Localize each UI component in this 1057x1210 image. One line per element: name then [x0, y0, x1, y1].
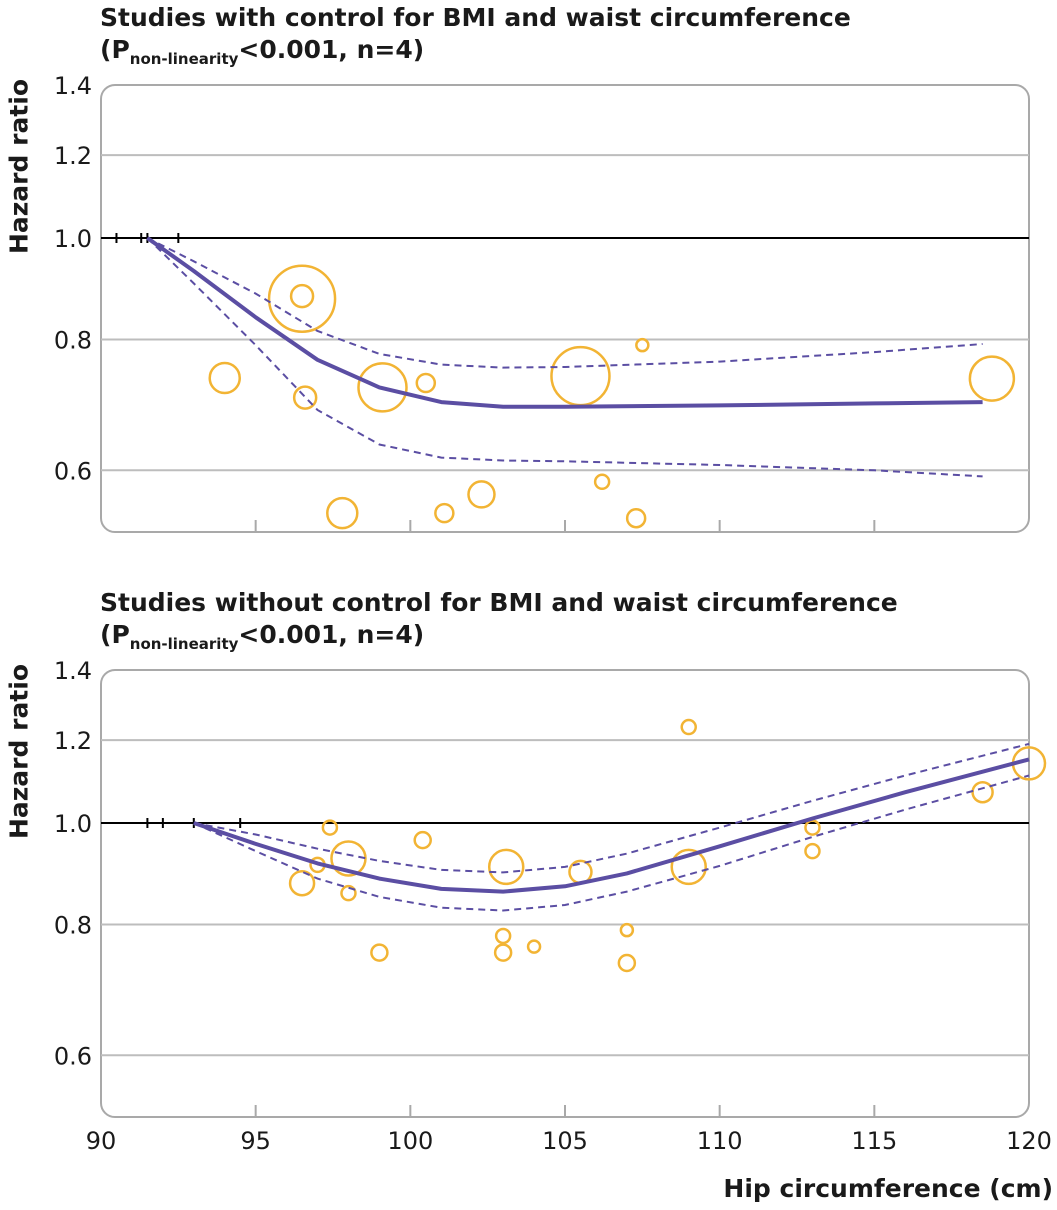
panel2-title-p: P — [111, 620, 130, 649]
study-circle — [321, 819, 339, 836]
spline-line — [146, 236, 983, 409]
plot-frame — [100, 669, 1030, 1118]
study-circle — [593, 473, 611, 491]
ci-upper-line — [193, 742, 1030, 874]
y-tick-label: 1.0 — [54, 810, 92, 838]
x-tick-label: 105 — [542, 1127, 588, 1155]
study-circle — [680, 718, 697, 736]
panel1-title-p-rest: <0.001, n=4 — [238, 35, 413, 64]
x-tick-label: 95 — [240, 1127, 271, 1155]
study-circle — [267, 264, 337, 333]
y-tick-label: 1.2 — [54, 727, 92, 755]
study-circle — [670, 848, 707, 886]
x-tick-label: 120 — [1006, 1127, 1052, 1155]
study-circle — [617, 953, 637, 973]
study-circle — [289, 283, 315, 309]
study-circle — [326, 496, 359, 530]
panel1-title-line2: (Pnon-linearity<0.001, n=4) — [100, 35, 425, 68]
panel1-title-line1: Studies with control for BMI and waist c… — [100, 3, 851, 32]
study-circle — [487, 848, 525, 886]
study-circle — [971, 780, 994, 804]
study-circle — [330, 840, 367, 877]
study-circle — [526, 939, 542, 954]
panel1-title-p: P — [111, 35, 130, 64]
x-axis: 90 95 100 105 110 115 120 — [86, 1127, 1052, 1155]
x-axis-label: Hip circumference (cm) — [723, 1174, 1053, 1203]
ci-lower-line — [193, 774, 1030, 912]
y-tick-label: 0.8 — [54, 326, 92, 354]
study-circle — [208, 361, 241, 395]
y-tick-label: 0.6 — [54, 457, 92, 485]
panel-with-control: 0.6 0.8 1.0 1.2 1.4 — [54, 72, 1030, 533]
plot-frame — [100, 84, 1030, 533]
y-tick-label: 1.4 — [54, 657, 92, 685]
study-circle — [357, 362, 408, 413]
study-circle — [968, 355, 1016, 402]
x-tick-label: 100 — [387, 1127, 433, 1155]
panel2-title-p-rest: <0.001, n=4 — [238, 620, 413, 649]
panel-without-control: 0.6 0.8 1.0 1.2 1.4 — [54, 657, 1047, 1118]
study-circle — [625, 507, 647, 529]
panel1-title: Studies with control for BMI and waist c… — [100, 2, 851, 75]
study-circle — [288, 869, 316, 897]
study-circle — [292, 385, 318, 410]
study-circle — [493, 943, 513, 962]
y-tick-label: 1.4 — [54, 72, 92, 100]
study-circle — [467, 480, 496, 509]
study-circle — [415, 372, 437, 394]
study-circle — [340, 884, 357, 902]
ci-upper-line — [146, 237, 983, 369]
study-circle — [619, 922, 635, 938]
panel2-title-p-sub: non-linearity — [129, 635, 239, 653]
study-circle — [434, 502, 455, 524]
study-circle — [804, 842, 821, 860]
ci-lower-line — [146, 237, 983, 478]
panel2-title: Studies without control for BMI and wais… — [100, 587, 898, 660]
panel2-title-line2: (Pnon-linearity<0.001, n=4) — [100, 620, 425, 653]
panel1-title-p-sub: non-linearity — [129, 50, 239, 68]
y-tick-label: 0.8 — [54, 911, 92, 939]
study-circle — [550, 345, 611, 407]
y-tick-label: 0.6 — [54, 1042, 92, 1070]
x-tick-label: 90 — [86, 1127, 117, 1155]
study-circle — [494, 927, 512, 945]
study-circle — [413, 830, 432, 850]
y-tick-label: 1.0 — [54, 225, 92, 253]
x-tick-label: 115 — [851, 1127, 897, 1155]
study-circle — [370, 943, 389, 962]
study-circle — [635, 337, 650, 353]
panel2-title-line1: Studies without control for BMI and wais… — [100, 588, 898, 617]
y-tick-label: 1.2 — [54, 142, 92, 170]
spline-line — [193, 757, 1030, 894]
x-tick-label: 110 — [697, 1127, 743, 1155]
